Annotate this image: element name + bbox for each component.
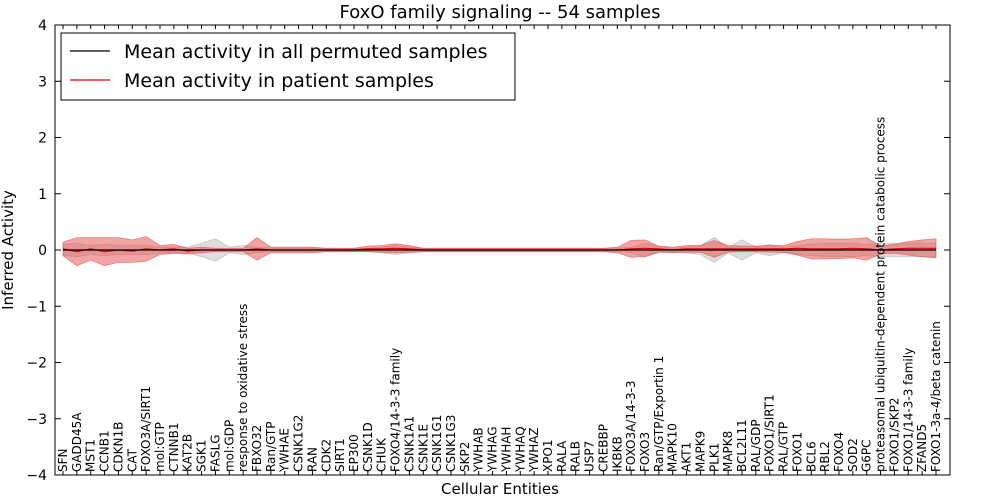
- x-category-label: YWHAG: [486, 426, 500, 473]
- x-category-label: YWHAZ: [527, 427, 541, 473]
- series-lines: [62, 247, 936, 253]
- x-category-label: RAL/GDP: [749, 419, 763, 472]
- x-category-label: CCNB1: [98, 430, 112, 472]
- x-category-label: ZFAND5: [915, 424, 929, 472]
- patient-band: [62, 236, 937, 267]
- x-category-label: RAN: [305, 447, 319, 472]
- x-category-label: CSNK1A1: [402, 416, 416, 472]
- x-category-label: PLK1: [707, 443, 721, 472]
- legend: Mean activity in all permuted samples Me…: [60, 32, 516, 101]
- x-axis-label: Cellular Entities: [441, 480, 559, 498]
- x-category-label: mol:GDP: [222, 420, 236, 472]
- x-category-label: CREBBP: [596, 424, 610, 472]
- x-category-labels: SFN GADD45A MST1 CCNB1 CDKN1B CAT FOXO3A/SIRT1…: [56, 117, 943, 473]
- x-category-label: FASLG: [208, 434, 222, 472]
- patient-band-layer: [62, 236, 937, 267]
- y-axis-ticks: 4 3 2 1 0 −1 −2 −3 −4: [26, 18, 950, 484]
- x-category-label: FOXO1/14-3-3 family: [901, 348, 915, 472]
- legend-entry-patient: Mean activity in patient samples: [124, 70, 434, 92]
- y-tick-label: 4: [38, 18, 47, 34]
- x-category-label: RBL2: [818, 441, 832, 472]
- y-tick-label: 3: [38, 74, 47, 90]
- y-tick-label: −2: [26, 356, 47, 372]
- x-category-label: proteasomal ubiquitin-dependent protein …: [874, 117, 888, 472]
- x-category-label: G6PC: [860, 439, 874, 472]
- x-category-label: SOD2: [846, 438, 860, 472]
- x-category-label: MAPK8: [721, 431, 735, 472]
- y-tick-label: 2: [38, 131, 47, 147]
- x-category-label: MAPK9: [693, 431, 707, 472]
- x-category-label: SFN: [56, 449, 70, 473]
- x-category-label: response to oxidative stress: [236, 304, 250, 472]
- x-category-label: CSNK1E: [416, 424, 430, 472]
- x-category-label: MST1: [84, 439, 98, 472]
- x-category-label: AKT1: [680, 442, 694, 472]
- x-category-label: SKP2: [458, 442, 472, 472]
- x-category-label: XPO1: [541, 439, 555, 472]
- x-category-label: CSNK1D: [361, 422, 375, 472]
- x-category-label: BCL2L11: [735, 419, 749, 472]
- x-category-label: GADD45A: [70, 412, 84, 472]
- x-category-label: MAPK10: [666, 423, 680, 472]
- x-category-label: YWHAH: [499, 427, 513, 473]
- x-axis-ticks: [62, 25, 937, 475]
- chart-title: FoxO family signaling -- 54 samples: [340, 2, 661, 23]
- legend-entry-permuted: Mean activity in all permuted samples: [124, 41, 487, 63]
- x-category-label: YWHAB: [472, 427, 486, 473]
- x-category-label: EP300: [347, 434, 361, 472]
- x-category-label: CAT: [125, 448, 139, 472]
- x-category-label: FOXO1/SIRT1: [763, 394, 777, 472]
- x-category-label: FOXO4: [832, 432, 846, 472]
- x-category-label: CDK2: [319, 439, 333, 472]
- x-category-label: RALB: [569, 441, 583, 472]
- y-axis-label: Inferred Activity: [0, 190, 17, 310]
- x-category-label: BCL6: [804, 441, 818, 472]
- x-category-label: CDKN1B: [111, 422, 125, 472]
- x-category-label: RAL/GTP: [777, 422, 791, 472]
- x-category-label: YWHAQ: [513, 426, 527, 473]
- x-category-label: FOXO1-3a-4/beta catenin: [929, 321, 943, 472]
- x-category-label: FOXO4/14-3-3 family: [389, 348, 403, 472]
- plot-frame: [54, 24, 951, 476]
- x-category-label: CTNNB1: [167, 422, 181, 472]
- legend-box: [60, 32, 516, 101]
- x-category-label: Ran/GTP/Exportin 1: [652, 356, 666, 472]
- x-category-label: FBXO32: [250, 425, 264, 472]
- x-category-label: IKBKB: [610, 436, 624, 472]
- x-category-label: USP7: [583, 441, 597, 472]
- x-category-label: FOXO1: [790, 432, 804, 472]
- x-category-label: KAT2B: [181, 434, 195, 472]
- x-category-label: FOXO3: [638, 432, 652, 472]
- x-category-label: SGK1: [195, 440, 209, 472]
- y-tick-label: −1: [26, 299, 47, 315]
- y-tick-label: −3: [26, 412, 47, 428]
- x-category-label: YWHAE: [278, 428, 292, 473]
- x-category-label: CSNK1G3: [444, 415, 458, 472]
- x-category-label: FOXO3A/SIRT1: [139, 386, 153, 472]
- x-category-label: SIRT1: [333, 438, 347, 472]
- x-category-label: Ran/GTP: [264, 421, 278, 472]
- x-category-label: FOXO1/SKP2: [887, 397, 901, 472]
- x-category-label: RALA: [555, 440, 569, 472]
- x-category-label: CSNK1G1: [430, 415, 444, 472]
- y-tick-label: 0: [38, 243, 47, 259]
- x-category-label: CHUK: [375, 437, 389, 472]
- y-tick-label: 1: [38, 187, 47, 203]
- y-tick-label: −4: [26, 468, 47, 484]
- x-category-label: FOXO3A/14-3-3: [624, 380, 638, 472]
- x-category-label: mol:GTP: [153, 422, 167, 472]
- x-category-label: CSNK1G2: [292, 415, 306, 472]
